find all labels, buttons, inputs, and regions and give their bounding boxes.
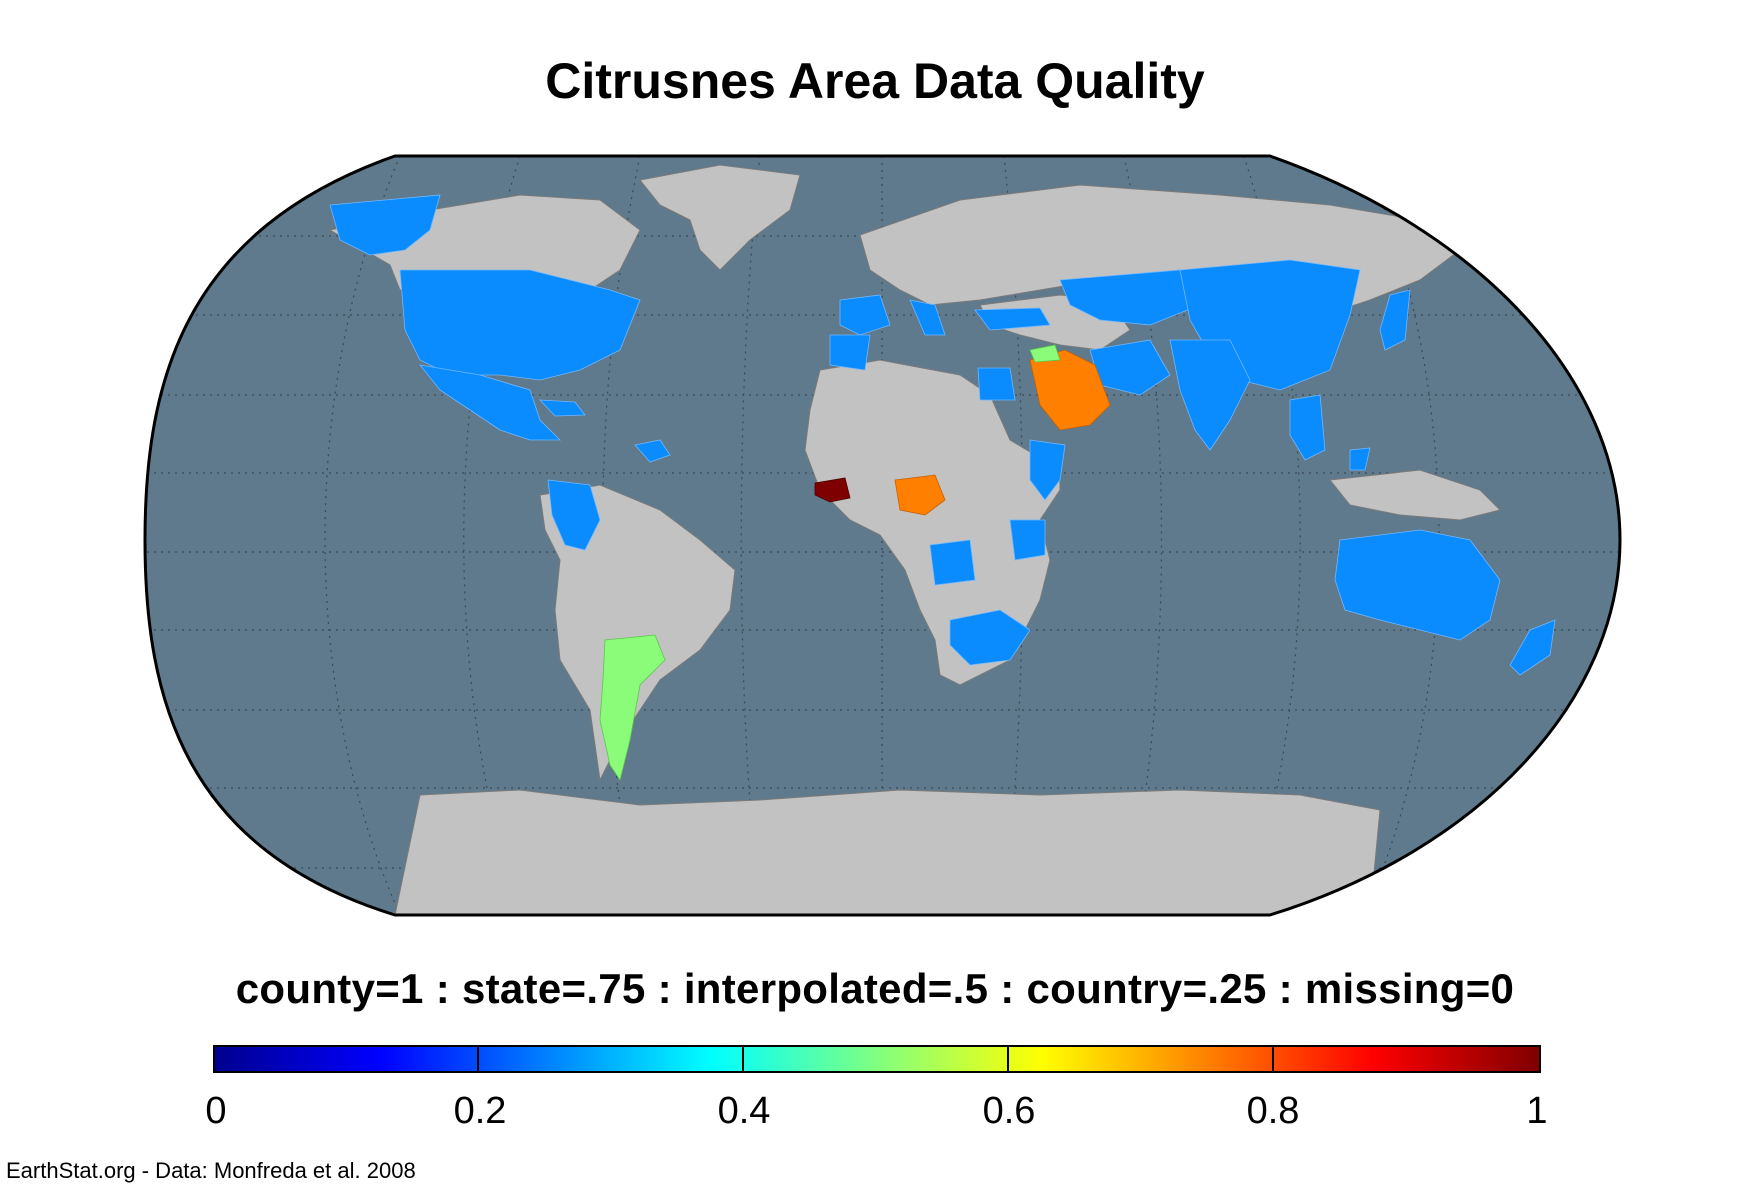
region-caribbean <box>539 399 586 417</box>
data-credit: EarthStat.org - Data: Monfreda et al. 20… <box>6 1158 416 1183</box>
region-usa <box>399 269 641 381</box>
colorbar-tick <box>477 1045 479 1073</box>
region-turkey <box>974 307 1051 331</box>
colorbar-tick-label-0-2: 0.2 <box>453 1090 507 1132</box>
legend-description: county=1 : state=.75 : interpolated=.5 :… <box>235 965 1515 1012</box>
quality-county <box>814 477 851 503</box>
colorbar-tick-label-0: 0 <box>205 1090 227 1132</box>
region-nigeria <box>894 474 946 516</box>
region-argentina <box>599 634 666 781</box>
region-mexico <box>419 364 561 441</box>
region-india <box>1169 339 1251 451</box>
region-australia <box>1334 529 1501 641</box>
colorbar-tick <box>1007 1045 1009 1073</box>
region-italy <box>909 299 946 336</box>
region-iberia <box>839 294 891 336</box>
region-saudi-arabia <box>1029 349 1111 431</box>
region-morocco <box>829 334 871 371</box>
region-peru <box>547 479 601 551</box>
region-iraq <box>1029 344 1061 363</box>
colorbar-tick <box>1272 1045 1274 1073</box>
region-new-zealand <box>1509 619 1556 676</box>
quality-country <box>329 194 1556 676</box>
region-tanzania <box>1009 519 1046 561</box>
region-south-africa <box>949 609 1031 666</box>
region-guiana <box>634 439 671 463</box>
region-egypt <box>977 367 1016 401</box>
world-map <box>0 140 1750 935</box>
region-se-asia <box>1289 394 1326 461</box>
map-title: Citrusnes Area Data Quality <box>545 53 1205 109</box>
colorbar-tick-label-1: 1 <box>1526 1090 1548 1132</box>
region-philippines <box>1349 447 1371 471</box>
colorbar <box>213 1045 1541 1073</box>
colorbar-tick-label-0-4: 0.4 <box>717 1090 771 1132</box>
colorbar-tick-label-0-8: 0.8 <box>1246 1090 1300 1132</box>
region-alaska <box>329 194 441 256</box>
map-frame <box>143 154 1622 917</box>
region-angola <box>929 539 976 586</box>
region-east-africa <box>1029 439 1066 501</box>
quality-interpolated <box>599 344 1061 781</box>
colorbar-tick-label-0-6: 0.6 <box>982 1090 1036 1132</box>
colorbar-tick <box>742 1045 744 1073</box>
region-guinea <box>814 477 851 503</box>
region-japan <box>1379 289 1411 351</box>
quality-state <box>894 349 1111 516</box>
